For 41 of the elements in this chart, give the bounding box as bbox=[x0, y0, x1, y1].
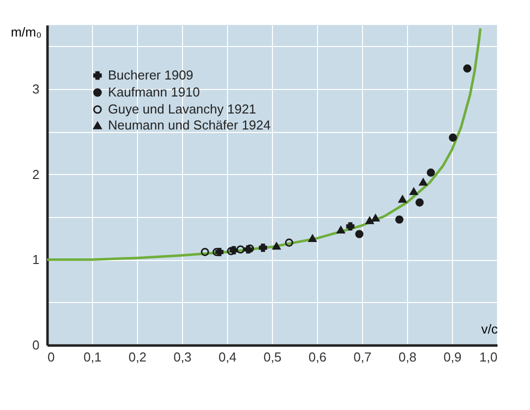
x-tick-label: 0,6 bbox=[308, 350, 327, 364]
point bbox=[448, 134, 458, 142]
x-tick-label: 0,9 bbox=[443, 350, 462, 364]
point bbox=[419, 178, 428, 186]
y-tick-label: 3 bbox=[32, 82, 40, 96]
x-tick-label: 0,8 bbox=[398, 350, 417, 364]
legend-label: Bucherer 1909 bbox=[108, 68, 194, 82]
x-axis-title: v/c bbox=[481, 322, 498, 336]
legend-label: Kaufmann 1910 bbox=[108, 84, 200, 100]
x-tick-label: 0,2 bbox=[128, 350, 147, 364]
point bbox=[272, 242, 281, 250]
legend-label: Neumann und Schäfer 1924 bbox=[108, 118, 271, 132]
point bbox=[284, 238, 294, 247]
y-axis-title: m/m₀ bbox=[10, 24, 42, 40]
point bbox=[395, 215, 404, 224]
x-tick-label: 0,7 bbox=[353, 350, 372, 364]
x-tick-label: 0,3 bbox=[173, 350, 192, 364]
x-tick-label: 0,4 bbox=[218, 350, 237, 364]
point bbox=[366, 216, 374, 224]
point bbox=[308, 234, 317, 242]
x-tick-label: 0,1 bbox=[83, 350, 102, 364]
point bbox=[426, 168, 435, 177]
point bbox=[371, 214, 380, 222]
point bbox=[346, 222, 354, 230]
y-tick-label: 1 bbox=[32, 252, 40, 268]
point bbox=[410, 188, 418, 196]
point bbox=[398, 195, 407, 203]
point bbox=[463, 64, 472, 73]
y-tick-label: 2 bbox=[32, 166, 40, 182]
point bbox=[355, 230, 364, 238]
point bbox=[200, 248, 210, 256]
point bbox=[236, 245, 245, 254]
point bbox=[415, 198, 424, 207]
legend-label: Guye und Lavanchy 1921 bbox=[108, 102, 256, 116]
line-series bbox=[46, 27, 482, 261]
x-tick-label: 0,5 bbox=[263, 350, 282, 364]
y-tick-label: 0 bbox=[32, 338, 40, 352]
point bbox=[258, 244, 268, 252]
point bbox=[336, 226, 345, 234]
x-tick-label: 0 bbox=[48, 350, 55, 364]
x-tick-label: 1,0 bbox=[479, 350, 498, 364]
